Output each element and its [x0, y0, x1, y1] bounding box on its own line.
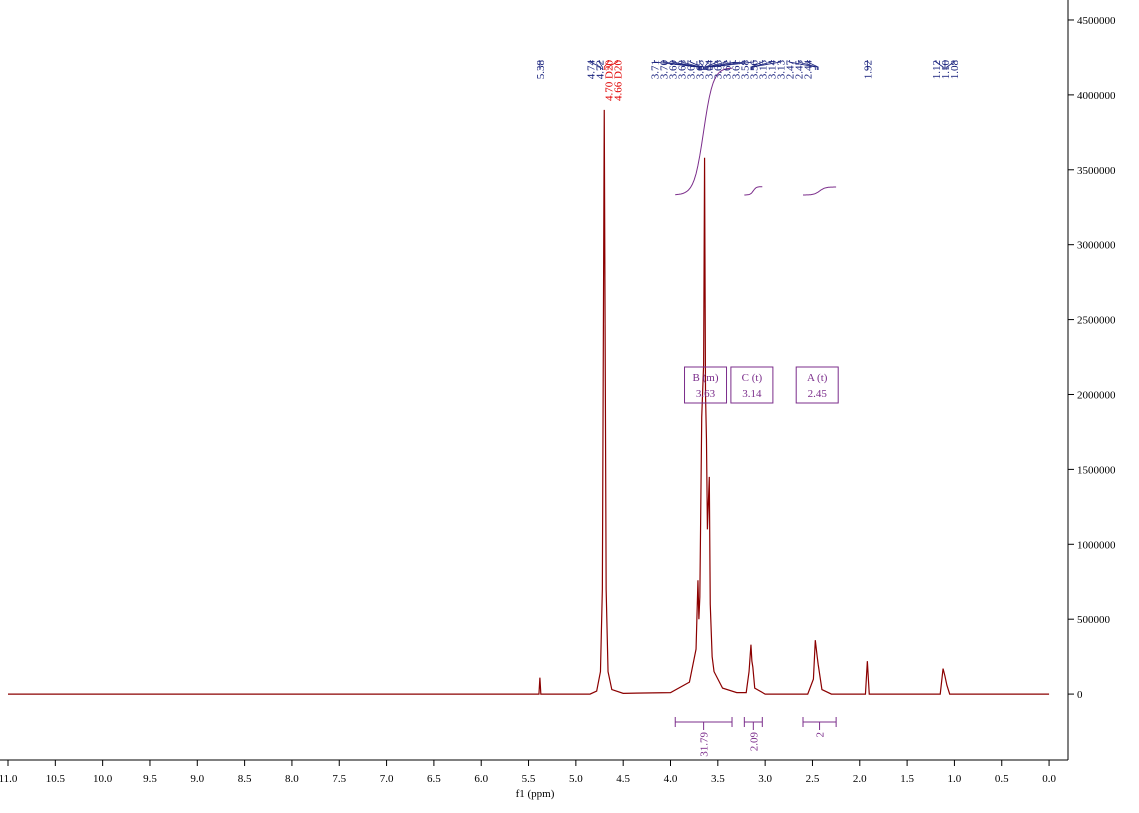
peak-leader	[653, 60, 699, 70]
x-tick-label: 4.5	[616, 773, 630, 785]
multiplet-shift: 3.14	[742, 388, 762, 400]
peak-leader	[709, 60, 745, 70]
x-tick-label: 9.0	[190, 773, 204, 785]
peak-label: 3.71	[649, 60, 661, 79]
peak-leader	[598, 60, 603, 70]
x-tick-label: 9.5	[143, 773, 157, 785]
x-tick-label: 0.0	[1042, 773, 1056, 785]
multiplet-label: C (t)	[742, 372, 763, 384]
x-tick-label: 10.0	[93, 773, 113, 785]
multiplet-box	[684, 366, 728, 404]
peak-leader	[788, 60, 816, 70]
peak-label: 3.65	[694, 60, 706, 80]
integral-curve	[803, 186, 837, 196]
integral-curve	[744, 186, 763, 196]
multiplet-box	[730, 366, 774, 404]
x-tick-label: 2.0	[853, 773, 867, 785]
integral-label: 2.09	[748, 732, 760, 752]
peak-label: 2.45	[793, 60, 805, 80]
peak-leader	[704, 60, 709, 70]
peak-label: 3.13	[775, 60, 787, 80]
y-tick-label: 4000000	[1077, 90, 1116, 102]
peak-label: 3.58	[739, 60, 751, 80]
peak-label: 4.74	[585, 60, 597, 80]
y-tick-label: 3000000	[1077, 240, 1116, 252]
x-tick-label: 6.5	[427, 773, 441, 785]
y-tick-label: 500000	[1077, 614, 1111, 626]
y-tick-label: 3500000	[1077, 165, 1116, 177]
x-tick-label: 8.5	[238, 773, 252, 785]
peak-leader	[662, 60, 700, 70]
peak-leader	[589, 60, 601, 70]
y-tick-label: 1000000	[1077, 539, 1116, 551]
x-tick-label: 5.0	[569, 773, 583, 785]
peak-leader	[752, 60, 781, 70]
integral-curve	[675, 67, 733, 196]
peak-label: 4.72	[594, 60, 606, 79]
x-tick-label: 2.5	[806, 773, 820, 785]
x-tick-label: 7.5	[332, 773, 346, 785]
x-tick-label: 11.0	[0, 773, 18, 785]
peak-leader	[946, 60, 955, 70]
integral-label: 31.79	[699, 732, 711, 757]
peak-label: 1.08	[949, 60, 961, 80]
x-tick-label: 6.0	[474, 773, 488, 785]
multiplet-shift: 2.45	[808, 388, 828, 400]
peak-label: 3.67	[685, 60, 697, 80]
multiplet-shift: 3.63	[696, 388, 716, 400]
peak-leader	[607, 60, 618, 70]
peak-leader	[935, 60, 944, 70]
peak-label: 1.10	[940, 60, 952, 80]
peak-leader	[750, 60, 763, 70]
peak-leader	[751, 60, 772, 70]
x-tick-label: 3.0	[758, 773, 772, 785]
peak-leader	[806, 60, 819, 70]
peak-label: 1.92	[862, 60, 874, 79]
peak-leader	[603, 60, 609, 70]
peak-leader	[706, 60, 727, 70]
peak-label: 4.70 D20	[603, 60, 615, 101]
x-tick-label: 4.0	[664, 773, 678, 785]
multiplet-box	[795, 366, 839, 404]
peak-leader	[797, 60, 818, 70]
peak-label: 3.70	[658, 60, 670, 80]
peak-label: 4.66 D20	[612, 60, 624, 101]
peak-label: 3.69	[667, 60, 679, 80]
x-tick-label: 7.0	[380, 773, 394, 785]
peak-leader	[705, 60, 718, 70]
x-tick-label: 3.5	[711, 773, 725, 785]
x-tick-label: 0.5	[995, 773, 1009, 785]
peak-label: 2.47	[784, 60, 796, 80]
y-tick-label: 0	[1077, 689, 1083, 701]
spectrum-line	[8, 109, 1050, 695]
y-tick-label: 2000000	[1077, 389, 1116, 401]
peak-leader	[689, 60, 703, 70]
x-tick-label: 1.0	[948, 773, 962, 785]
peak-leader	[698, 60, 705, 70]
y-tick-label: 4500000	[1077, 15, 1116, 27]
y-tick-label: 1500000	[1077, 464, 1116, 476]
peak-label: 3.68	[676, 60, 688, 80]
x-tick-label: 8.0	[285, 773, 299, 785]
y-tick-label: 2500000	[1077, 315, 1116, 327]
multiplet-label: B (m)	[693, 372, 719, 384]
x-tick-label: 10.5	[46, 773, 66, 785]
x-tick-label: 1.5	[900, 773, 914, 785]
x-tick-label: 5.5	[522, 773, 536, 785]
peak-leader	[711, 60, 754, 70]
x-axis-title: f1 (ppm)	[516, 788, 555, 800]
peak-label: 5.38	[535, 60, 547, 80]
peak-label: 2.44	[802, 60, 814, 80]
peak-label: 3.14	[766, 60, 778, 80]
multiplet-label: A (t)	[807, 372, 828, 384]
peak-leader	[671, 60, 701, 70]
peak-leader	[680, 60, 702, 70]
integral-label: 2	[815, 732, 827, 738]
peak-leader	[707, 60, 736, 70]
